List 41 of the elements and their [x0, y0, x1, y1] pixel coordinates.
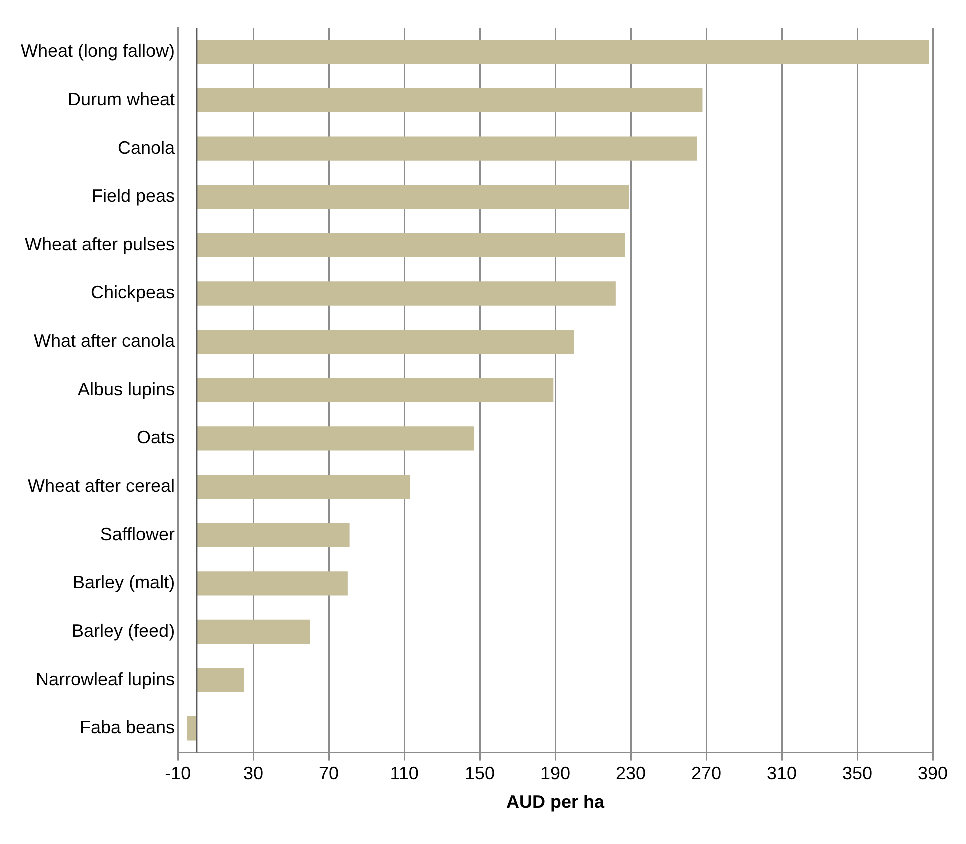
y-tick-label: Albus lupins	[78, 379, 176, 400]
x-tick-label: 70	[319, 764, 340, 784]
bar	[196, 620, 310, 644]
x-tick-label: 30	[244, 764, 264, 784]
bar	[196, 668, 244, 692]
bar	[196, 474, 410, 500]
bar	[196, 282, 616, 306]
y-tick-label: Oats	[137, 428, 176, 448]
y-tick-label: Narrowleaf lupins	[36, 669, 176, 690]
y-tick-label: Barley (malt)	[73, 572, 176, 593]
x-tick-label: 110	[390, 764, 419, 784]
bar	[196, 378, 554, 402]
bar	[196, 136, 698, 161]
x-tick-label: 310	[766, 764, 798, 784]
x-tick-label: 150	[465, 764, 496, 784]
x-tick-label: -10	[165, 764, 192, 784]
y-tick-label: Barley (feed)	[72, 620, 176, 641]
y-tick-label: Faba beans	[80, 718, 176, 738]
y-tick-label: Chickpeas	[91, 282, 176, 303]
y-tick-label: Field peas	[92, 186, 176, 206]
y-tick-label: Wheat (long fallow)	[20, 41, 176, 62]
x-tick-label: 390	[918, 764, 948, 784]
y-tick-label: Durum wheat	[68, 89, 176, 110]
bar	[196, 330, 574, 354]
y-tick-label: What after canola	[34, 331, 176, 352]
x-tick-label: 190	[540, 764, 571, 784]
bar	[196, 572, 348, 596]
x-tick-label: 350	[842, 764, 873, 784]
bar	[196, 88, 703, 113]
x-tick-label: 230	[616, 764, 646, 784]
bar	[196, 40, 930, 64]
bar	[196, 233, 626, 258]
y-tick-label: Canola	[118, 138, 176, 158]
bar	[196, 426, 474, 451]
bar	[196, 185, 630, 210]
y-tick-label: Wheat after cereal	[28, 476, 176, 496]
x-axis-title: AUD per ha	[506, 792, 606, 812]
bar	[196, 523, 350, 548]
x-tick-label: 270	[691, 764, 722, 784]
y-tick-label: Safflower	[100, 524, 176, 544]
y-tick-label: Wheat after pulses	[24, 234, 176, 254]
